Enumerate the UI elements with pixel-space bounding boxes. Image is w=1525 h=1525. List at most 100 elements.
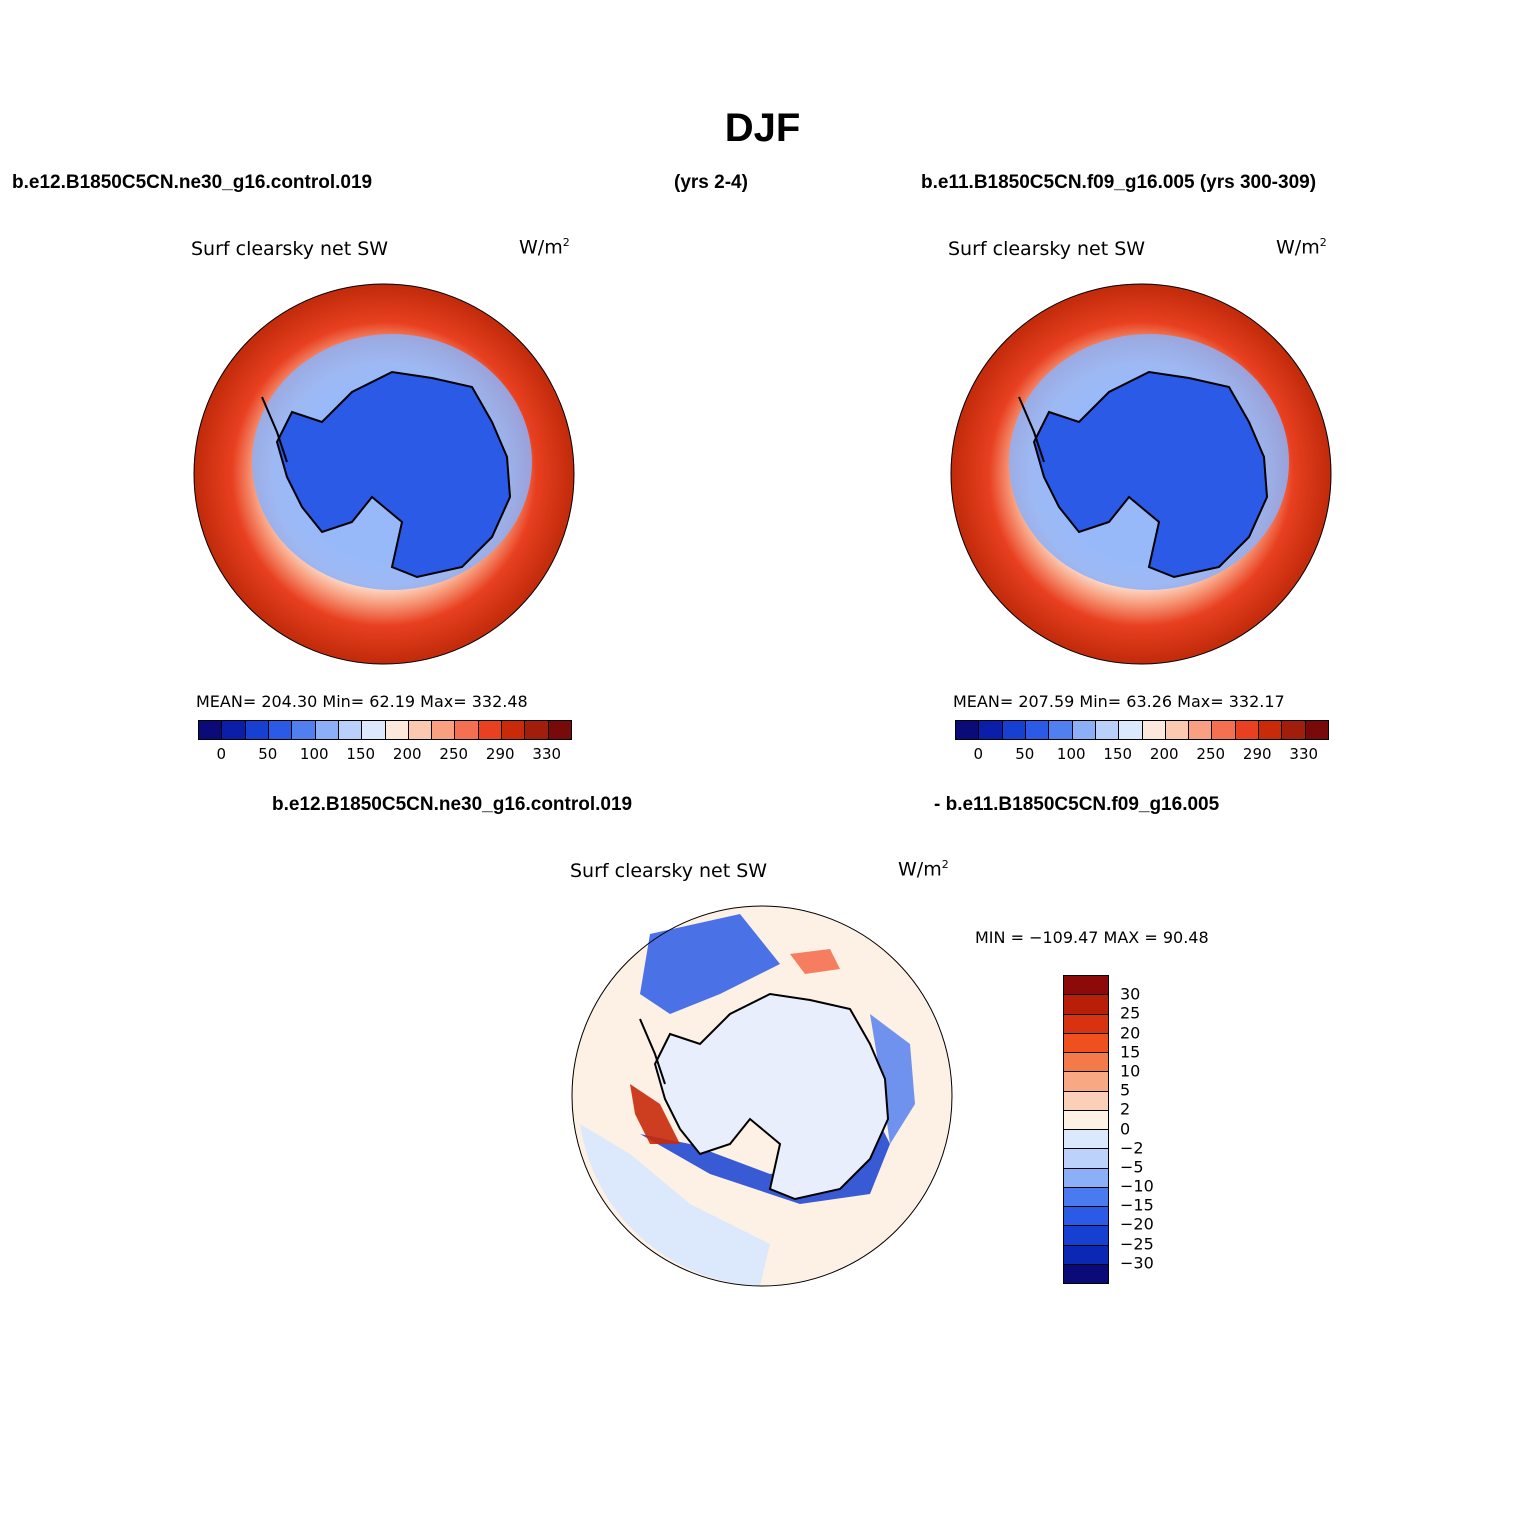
colorbar-swatch xyxy=(1064,1149,1108,1169)
colorbar-swatch xyxy=(1064,1110,1108,1130)
colorbar-tick-label: 330 xyxy=(532,745,562,763)
colorbar-tick-label: 0 xyxy=(973,745,984,763)
map-border xyxy=(950,283,1332,665)
colorbar-swatch xyxy=(1064,1033,1108,1053)
right-antarctic-map xyxy=(950,283,1332,665)
colorbar-tick-label: 100 xyxy=(1056,745,1086,763)
colorbar-tick-label: 290 xyxy=(1242,745,1272,763)
colorbar-swatch xyxy=(1259,721,1283,739)
left-colorbar xyxy=(198,720,572,740)
colorbar-swatch xyxy=(956,721,980,739)
colorbar-swatch xyxy=(1165,721,1190,739)
colorbar-swatch xyxy=(1305,721,1328,739)
colorbar-swatch xyxy=(199,721,223,739)
colorbar-swatch xyxy=(1064,995,1108,1015)
colorbar-swatch xyxy=(1189,721,1213,739)
left-units-label: W/m2 xyxy=(519,236,570,259)
colorbar-tick-label: 10 xyxy=(1120,1061,1141,1081)
colorbar-swatch xyxy=(1025,721,1050,739)
colorbar-tick-label: −15 xyxy=(1120,1195,1154,1215)
colorbar-tick-label: −25 xyxy=(1120,1234,1154,1254)
right-colorbar-labels: 0 50 100 150 200 250 290 330 xyxy=(955,745,1327,765)
right-variable-label: Surf clearsky net SW xyxy=(948,238,1146,260)
page-title: DJF xyxy=(724,106,801,150)
colorbar-swatch xyxy=(1064,1168,1108,1188)
peninsula-outline xyxy=(1018,396,1045,463)
colorbar-swatch xyxy=(1064,1091,1108,1111)
colorbar-tick-label: 200 xyxy=(392,745,422,763)
positive-anomaly-north xyxy=(790,949,840,974)
colorbar-tick-label: 250 xyxy=(1196,745,1226,763)
antarctica-coastline xyxy=(653,992,890,1201)
colorbar-swatch xyxy=(222,721,246,739)
colorbar-swatch xyxy=(338,721,363,739)
colorbar-tick-label: −5 xyxy=(1120,1157,1144,1177)
colorbar-swatch xyxy=(1064,976,1108,996)
colorbar-tick-label: 200 xyxy=(1149,745,1179,763)
colorbar-tick-label: −2 xyxy=(1120,1138,1144,1158)
left-antarctic-map xyxy=(193,283,575,665)
colorbar-swatch xyxy=(478,721,503,739)
colorbar-swatch xyxy=(1282,721,1306,739)
left-variable-label: Surf clearsky net SW xyxy=(191,238,389,260)
colorbar-tick-label: 330 xyxy=(1289,745,1319,763)
colorbar-tick-label: −20 xyxy=(1120,1214,1154,1234)
colorbar-swatch xyxy=(1064,1053,1108,1073)
colorbar-swatch xyxy=(1064,1014,1108,1034)
colorbar-tick-label: 150 xyxy=(346,745,376,763)
colorbar-swatch xyxy=(432,721,456,739)
negative-anomaly-nw xyxy=(640,914,780,1014)
colorbar-tick-label: 50 xyxy=(1015,745,1035,763)
colorbar-swatch xyxy=(268,721,293,739)
colorbar-swatch xyxy=(502,721,526,739)
peninsula-outline xyxy=(639,1018,666,1085)
colorbar-swatch xyxy=(1064,1207,1108,1227)
colorbar-tick-label: −30 xyxy=(1120,1253,1154,1273)
colorbar-tick-label: 250 xyxy=(439,745,469,763)
diff-colorbar-labels: 30 25 20 15 10 5 2 0 −2 −5 −10 −15 −20 −25 −30 xyxy=(1120,975,1180,1282)
negative-anomaly-sw xyxy=(580,1124,770,1286)
colorbar-swatch xyxy=(292,721,316,739)
diff-colorbar xyxy=(1063,975,1109,1284)
colorbar-swatch xyxy=(1064,1264,1108,1283)
map-border xyxy=(193,283,575,665)
colorbar-swatch xyxy=(979,721,1003,739)
colorbar-swatch xyxy=(315,721,339,739)
colorbar-tick-label: 50 xyxy=(258,745,278,763)
diff-case-a: b.e12.B1850C5CN.ne30_g16.control.019 xyxy=(272,794,633,815)
colorbar-swatch xyxy=(385,721,409,739)
colorbar-swatch xyxy=(1119,721,1143,739)
colorbar-tick-label: 150 xyxy=(1103,745,1133,763)
colorbar-swatch xyxy=(1049,721,1073,739)
case-b-title: b.e11.B1850C5CN.f09_g16.005 (yrs 300-309… xyxy=(921,172,1317,193)
colorbar-swatch xyxy=(1095,721,1120,739)
colorbar-swatch xyxy=(1072,721,1096,739)
antarctica-coastline xyxy=(1032,370,1269,579)
negative-anomaly-east xyxy=(870,1014,915,1144)
right-colorbar xyxy=(955,720,1329,740)
colorbar-swatch xyxy=(408,721,433,739)
left-colorbar-labels: 0 50 100 150 200 250 290 330 xyxy=(198,745,570,765)
map-border xyxy=(571,905,953,1287)
colorbar-tick-label: 0 xyxy=(1120,1119,1131,1138)
colorbar-tick-label: 0 xyxy=(216,745,227,763)
colorbar-swatch xyxy=(1064,1072,1108,1092)
colorbar-tick-label: 15 xyxy=(1120,1042,1141,1062)
colorbar-swatch xyxy=(1064,1226,1108,1246)
colorbar-swatch xyxy=(1212,721,1236,739)
colorbar-swatch xyxy=(548,721,571,739)
diff-variable-label: Surf clearsky net SW xyxy=(570,860,768,882)
case-a-title: b.e12.B1850C5CN.ne30_g16.control.019 xyxy=(12,172,373,193)
colorbar-swatch xyxy=(1064,1130,1108,1150)
colorbar-swatch xyxy=(1002,721,1026,739)
colorbar-tick-label: 290 xyxy=(485,745,515,763)
right-units-label: W/m2 xyxy=(1276,236,1327,259)
diff-antarctic-map xyxy=(571,905,953,1287)
colorbar-tick-label: 30 xyxy=(1120,984,1141,1004)
peninsula-outline xyxy=(261,396,288,463)
diff-units-label: W/m2 xyxy=(898,858,949,881)
diff-case-b: - b.e11.B1850C5CN.f09_g16.005 xyxy=(934,794,1220,815)
colorbar-tick-label: 2 xyxy=(1120,1099,1131,1119)
left-stats: MEAN= 204.30 Min= 62.19 Max= 332.48 xyxy=(196,692,528,711)
colorbar-swatch xyxy=(525,721,549,739)
